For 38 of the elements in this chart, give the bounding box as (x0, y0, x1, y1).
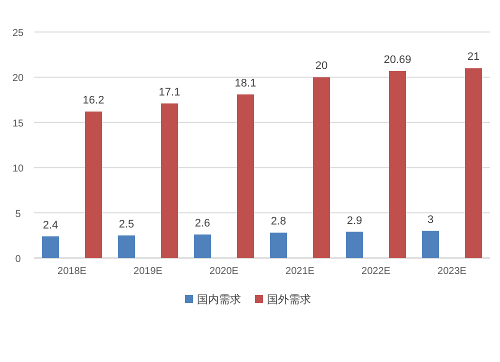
data-label: 2.5 (118, 218, 134, 230)
bar (422, 230, 439, 258)
bar (346, 232, 363, 258)
bar (161, 103, 178, 258)
bar (237, 94, 254, 258)
x-tick-label: 2023E (438, 266, 467, 277)
data-label: 20 (315, 60, 328, 72)
bar (313, 77, 330, 258)
data-label: 18.1 (234, 77, 256, 90)
data-label: 2.8 (270, 216, 286, 228)
bar (270, 232, 287, 258)
y-tick-label: 5 (15, 208, 22, 220)
data-label: 16.2 (82, 94, 104, 107)
data-label: 2.6 (194, 217, 210, 230)
y-tick-label: 10 (12, 164, 24, 175)
x-tick-label: 2021E (286, 266, 315, 277)
x-tick-label: 2019E (134, 266, 163, 277)
data-label: 17.1 (158, 86, 180, 98)
x-tick-label: 2018E (58, 266, 87, 277)
bar (118, 235, 135, 258)
bar (465, 68, 482, 258)
bar (194, 234, 211, 258)
bar (42, 236, 59, 258)
x-tick-label: 2020E (210, 266, 239, 277)
legend-label: 国外需求 (267, 293, 311, 306)
bar (85, 112, 102, 258)
y-tick-label: 25 (12, 28, 24, 39)
data-label: 20.69 (384, 54, 412, 66)
legend-label: 国内需求 (197, 293, 241, 306)
y-tick-label: 0 (15, 254, 22, 265)
data-label: 2.4 (42, 219, 58, 232)
x-tick-label: 2022E (362, 266, 391, 277)
data-label: 2.9 (346, 214, 362, 227)
data-label: 3 (427, 214, 434, 226)
data-label: 21 (467, 51, 480, 64)
y-tick-label: 15 (12, 118, 24, 130)
bar (389, 70, 406, 258)
y-tick-label: 20 (12, 73, 24, 84)
